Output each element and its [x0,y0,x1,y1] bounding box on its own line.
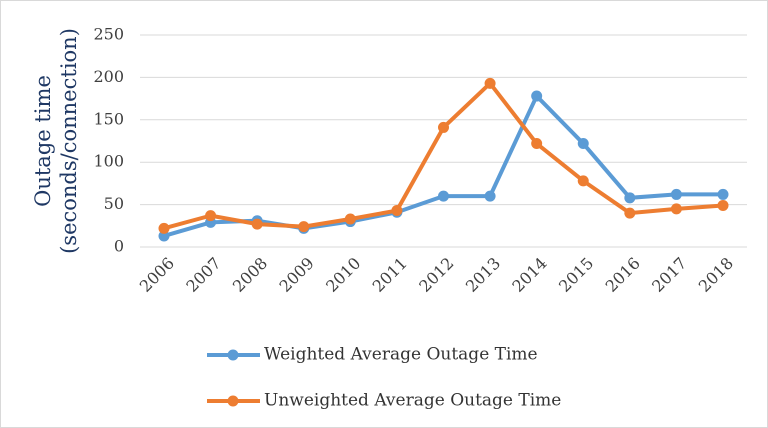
y-tick-label: 200 [93,67,124,86]
legend-marker [227,395,239,407]
point [438,190,449,202]
point [438,121,449,133]
point [251,218,263,230]
point [670,203,682,215]
point [484,190,496,202]
point [205,210,217,222]
y-axis-title-line: (seconds/connection) [57,28,81,254]
y-tick-label: 50 [104,194,124,213]
point [158,222,170,234]
point [158,230,170,242]
y-tick-label: 250 [93,25,124,44]
point [717,199,729,211]
y-axis-title-line: Outage time [31,75,55,207]
y-tick-label: 150 [93,109,124,128]
point [624,207,636,219]
point [624,192,636,204]
point [484,77,496,89]
point [344,213,356,225]
point [298,221,310,233]
legend-label: Unweighted Average Outage Time [264,391,561,411]
y-tick-label: 0 [114,237,124,256]
y-axis-title: Outage time (seconds/connection) [31,28,81,254]
legend-label: Weighted Average Outage Time [264,345,538,365]
legend-marker [227,349,239,361]
y-tick-label: 100 [93,152,124,171]
point [577,175,589,187]
point [531,90,543,102]
point [670,188,682,200]
point [391,205,403,217]
point [577,138,589,150]
point [531,138,543,150]
point [717,188,729,200]
